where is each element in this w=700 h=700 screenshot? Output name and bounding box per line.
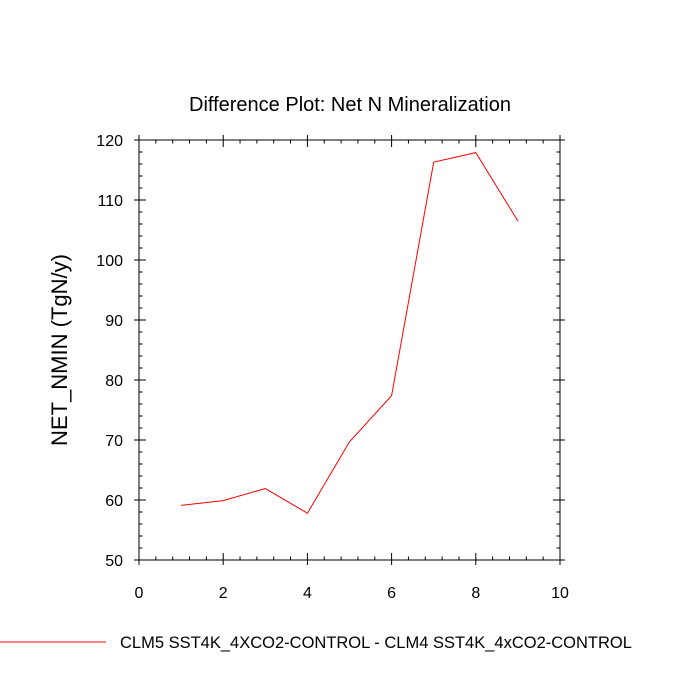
x-tick-label: 6 xyxy=(387,585,396,602)
y-minor-ticks xyxy=(139,151,560,549)
y-tick-label: 60 xyxy=(105,493,123,510)
series-line xyxy=(181,152,519,514)
y-tick-label: 90 xyxy=(105,313,123,330)
x-minor-ticks xyxy=(155,140,544,560)
y-tick-label: 70 xyxy=(105,433,123,450)
y-tick-label: 110 xyxy=(97,193,123,210)
legend-entry-label: CLM5 SST4K_4XCO2-CONTROL - CLM4 SST4K_4x… xyxy=(120,634,632,652)
x-tick-labels: 0 2 4 6 8 10 xyxy=(135,585,569,602)
y-tick-label: 120 xyxy=(96,133,123,150)
y-tick-label: 80 xyxy=(105,373,123,390)
series-layer xyxy=(181,152,519,514)
x-tick-label: 8 xyxy=(471,585,480,602)
y-axis-label: NET_NMIN (TgN/y) xyxy=(47,254,72,446)
plot-area-border xyxy=(138,139,561,561)
x-tick-label: 10 xyxy=(551,585,569,602)
x-tick-label: 2 xyxy=(219,585,228,602)
y-tick-label: 100 xyxy=(96,253,123,270)
y-tick-labels: 50 60 70 80 90 100 110 120 xyxy=(96,133,123,570)
y-major-ticks xyxy=(134,139,565,561)
y-tick-label: 50 xyxy=(105,553,123,570)
x-tick-label: 4 xyxy=(303,585,312,602)
x-tick-label: 0 xyxy=(135,585,144,602)
x-major-ticks xyxy=(138,135,561,565)
plot-frame xyxy=(138,139,561,561)
legend: CLM5 SST4K_4XCO2-CONTROL - CLM4 SST4K_4x… xyxy=(0,634,632,652)
chart-title: Difference Plot: Net N Mineralization xyxy=(189,94,511,116)
